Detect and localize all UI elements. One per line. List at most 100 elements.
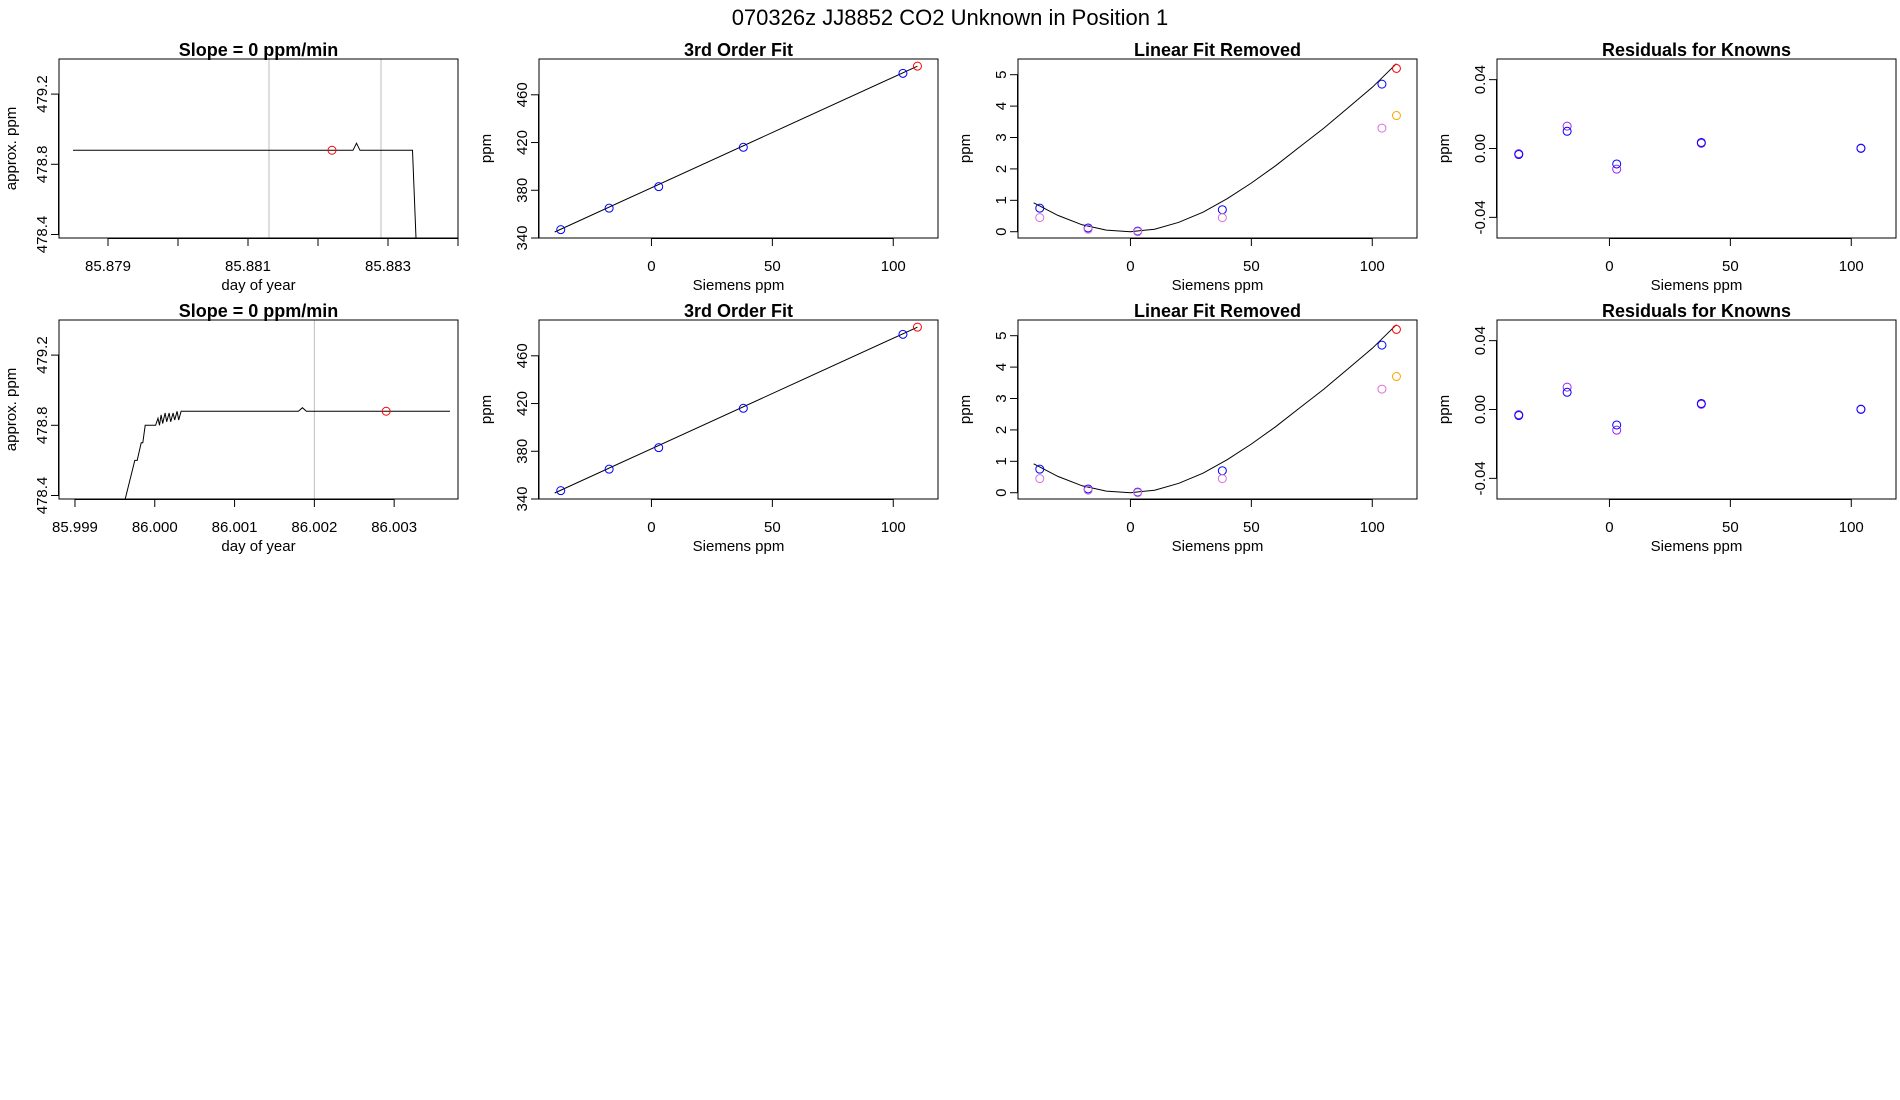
- plot-area: [124, 406, 450, 499]
- x-tick-label: 85.879: [85, 258, 131, 275]
- x-tick-label: 86.002: [291, 519, 337, 536]
- y-tick-label: 1: [993, 457, 1010, 465]
- data-point-known: [1377, 340, 1387, 350]
- data-point-previous: [1133, 488, 1143, 498]
- y-tick-label: 0: [993, 489, 1010, 497]
- data-point-residual-b: [1562, 387, 1572, 397]
- y-axis-label: approx. ppm: [3, 107, 20, 190]
- y-tick-label: 478.8: [34, 407, 51, 445]
- y-tick-label: 4: [993, 363, 1010, 371]
- y-tick-label: 420: [514, 391, 531, 416]
- x-tick-label: 0: [1126, 519, 1134, 536]
- panel-linear-fit-removed-row2: Linear Fit Removed 0 50 100 Siemens ppm 0 1 2 3 4…: [957, 301, 1418, 555]
- data-point-unknown: [327, 145, 337, 155]
- y-tick-label: 4: [993, 102, 1010, 110]
- plot-area: [1033, 63, 1401, 237]
- plot-area: [554, 61, 922, 235]
- plot-title: 3rd Order Fit: [684, 301, 793, 321]
- data-point-residual-b: [1514, 411, 1524, 421]
- x-axis-label: Siemens ppm: [693, 538, 785, 555]
- y-tick-label: 460: [514, 343, 531, 368]
- data-point-known: [898, 68, 908, 78]
- fit-curve: [554, 65, 918, 233]
- x-tick-label: 85.883: [365, 258, 411, 275]
- fit-curve: [1033, 63, 1397, 233]
- data-trace-line: [73, 142, 417, 238]
- panel-third-order-fit-row2: 3rd Order Fit 0 50 100 Siemens ppm 340 380 420 4…: [478, 301, 939, 555]
- plot-title: Linear Fit Removed: [1134, 40, 1301, 60]
- x-tick-label: 86.000: [132, 519, 178, 536]
- y-axis-label: ppm: [957, 134, 974, 163]
- x-tick-label: 100: [1360, 258, 1385, 275]
- data-point-residual-b: [1856, 143, 1866, 153]
- data-point-residual-b: [1562, 126, 1572, 136]
- panel-slope-row1: Slope = 0 ppm/min 85.879 85.881 85.883 day o…: [3, 40, 459, 294]
- panel-linear-fit-removed-row1: Linear Fit Removed 0 50 100 Siemens ppm 0 1 2 3 4…: [957, 40, 1418, 294]
- data-point-residual-a: [1612, 164, 1622, 174]
- data-point-unknown-prev: [1391, 372, 1401, 382]
- data-point-known: [898, 329, 908, 339]
- plot-area: [1514, 382, 1866, 435]
- plot-title: 3rd Order Fit: [684, 40, 793, 60]
- plot-area: [73, 142, 417, 238]
- y-tick-label: 420: [514, 130, 531, 155]
- data-point-residual-b: [1514, 150, 1524, 160]
- y-tick-label: 340: [514, 486, 531, 511]
- y-tick-label: 478.8: [34, 146, 51, 184]
- data-point-previous: [1035, 213, 1045, 223]
- y-tick-label: -0.04: [1472, 461, 1489, 495]
- plot-title: Residuals for Knowns: [1602, 301, 1791, 321]
- x-tick-label: 85.881: [225, 258, 271, 275]
- data-point-known: [654, 182, 664, 192]
- x-axis-label: Siemens ppm: [1651, 538, 1743, 555]
- data-point-residual-b: [1612, 420, 1622, 430]
- y-axis-label: ppm: [478, 395, 495, 424]
- y-tick-label: 5: [993, 332, 1010, 340]
- y-tick-label: 380: [514, 178, 531, 203]
- x-tick-label: 0: [1605, 519, 1613, 536]
- x-axis-label: Siemens ppm: [1172, 538, 1264, 555]
- x-axis-label: day of year: [221, 277, 295, 294]
- y-tick-label: 380: [514, 439, 531, 464]
- y-tick-label: 0.00: [1472, 395, 1489, 424]
- y-tick-label: 2: [993, 426, 1010, 434]
- x-tick-label: 100: [1360, 519, 1385, 536]
- x-tick-label: 0: [647, 519, 655, 536]
- plot-area: [1514, 121, 1866, 174]
- data-point-previous: [1377, 123, 1387, 133]
- y-tick-label: 340: [514, 225, 531, 250]
- data-point-known: [556, 225, 566, 235]
- data-point-unknown: [1391, 63, 1401, 73]
- data-point-previous: [1083, 224, 1093, 234]
- data-point-known: [738, 142, 748, 152]
- data-point-previous: [1035, 474, 1045, 484]
- x-tick-label: 50: [1243, 519, 1260, 536]
- y-tick-label: 0.04: [1472, 326, 1489, 355]
- data-point-previous: [1217, 213, 1227, 223]
- y-tick-label: 0: [993, 228, 1010, 236]
- data-point-unknown: [912, 61, 922, 71]
- plot-title: Linear Fit Removed: [1134, 301, 1301, 321]
- x-tick-label: 85.999: [52, 519, 98, 536]
- x-tick-label: 50: [1722, 519, 1739, 536]
- plot-title: Residuals for Knowns: [1602, 40, 1791, 60]
- data-point-known: [556, 486, 566, 496]
- x-axis-label: day of year: [221, 538, 295, 555]
- data-point-previous: [1133, 227, 1143, 237]
- y-axis-label: ppm: [1436, 395, 1453, 424]
- panel-residuals-row1: Residuals for Knowns 0 50 100 Siemens ppm -0.…: [1436, 40, 1897, 294]
- panel-slope-row2: Slope = 0 ppm/min 85.999 86.000 86.001 86.00…: [3, 301, 459, 555]
- x-tick-label: 50: [764, 258, 781, 275]
- y-tick-label: 0.04: [1472, 65, 1489, 94]
- x-axis-label: Siemens ppm: [693, 277, 785, 294]
- data-point-known: [1035, 464, 1045, 474]
- data-point-residual-b: [1612, 159, 1622, 169]
- data-point-known: [604, 203, 614, 213]
- y-axis-label: ppm: [1436, 134, 1453, 163]
- plot-area: [554, 322, 922, 496]
- plot-title: Slope = 0 ppm/min: [179, 301, 339, 321]
- data-point-previous: [1083, 485, 1093, 495]
- data-point-residual-b: [1696, 398, 1706, 408]
